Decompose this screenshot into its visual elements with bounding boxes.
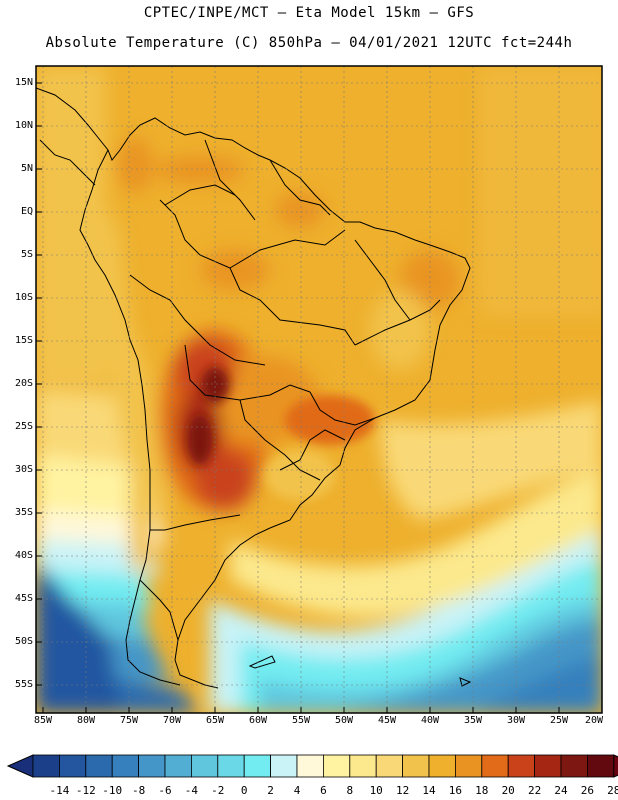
colorbar-tick-label: 18 <box>475 784 489 797</box>
lon-label: 35W <box>463 715 483 726</box>
colorbar-swatch <box>587 754 615 778</box>
lat-label: 35S <box>14 507 33 518</box>
colorbar-tick-label: -12 <box>75 784 96 797</box>
colorbar-swatch <box>322 754 351 778</box>
colorbar-tick-label: 6 <box>320 784 327 797</box>
colorbar-swatch <box>560 754 588 778</box>
colorbar-tick-label: 14 <box>422 784 436 797</box>
colorbar-tick-label: 20 <box>501 784 515 797</box>
colorbar-tick-label: -6 <box>158 784 172 797</box>
lon-label: 25W <box>549 715 569 726</box>
colorbar-tick-label: 24 <box>554 784 568 797</box>
map-frame <box>35 65 603 714</box>
colorbar-swatch <box>296 754 324 778</box>
colorbar-swatch <box>402 754 430 778</box>
colorbar-swatch <box>111 754 139 778</box>
temperature-field <box>36 66 602 713</box>
lat-label: 45S <box>14 593 33 604</box>
colorbar-tick-label: -4 <box>184 784 199 797</box>
colorbar-swatch <box>534 754 562 778</box>
colorbar-tick-label: 0 <box>240 784 248 797</box>
colorbar-tick-label: 2 <box>267 784 274 797</box>
lat-label: 25S <box>14 421 33 432</box>
colorbar-swatch <box>481 754 509 778</box>
lon-label: 85W <box>33 715 53 726</box>
map-subtitle: Absolute Temperature (C) 850hPa – 04/01/… <box>45 35 573 51</box>
lon-label: 55W <box>291 715 311 726</box>
colorbar-tick-label: 16 <box>448 784 463 797</box>
colorbar-swatch <box>138 754 166 778</box>
lon-label: 75W <box>119 715 139 726</box>
lat-label: 40S <box>14 550 33 561</box>
colorbar-swatch <box>164 754 192 778</box>
colorbar-tick-label: 22 <box>527 784 542 797</box>
colorbar-tick-label: -2 <box>211 784 225 797</box>
colorbar-swatch <box>454 754 483 778</box>
colorbar-swatch <box>190 754 219 778</box>
lat-label: 5N <box>20 163 33 174</box>
colorbar-tick-label: 12 <box>395 784 410 797</box>
lon-label: 20W <box>584 715 604 726</box>
colorbar-swatch <box>270 754 298 778</box>
lat-label: 10N <box>14 120 33 131</box>
colorbar-tick-label: -10 <box>102 784 123 797</box>
graticule <box>36 66 602 713</box>
lat-label: EQ <box>20 206 33 217</box>
colorbar-swatch <box>428 754 456 778</box>
colorbar-swatch <box>507 754 536 778</box>
colorbar-tick-label: -14 <box>49 784 70 797</box>
colorbar-tick-label: -8 <box>131 784 146 797</box>
lon-label: 65W <box>205 715 225 726</box>
colorbar-swatch <box>349 754 377 778</box>
lon-label: 70W <box>162 715 182 726</box>
lat-label: 15S <box>14 335 33 346</box>
colorbar-tick-label: 4 <box>293 784 301 797</box>
lon-label: 60W <box>248 715 268 726</box>
colorbar <box>6 754 618 778</box>
lon-label: 45W <box>377 715 397 726</box>
lat-label: 15N <box>14 77 33 88</box>
lat-label: 50S <box>14 636 33 647</box>
axis-ticks <box>36 82 560 713</box>
lat-label: 55S <box>14 679 33 690</box>
map-title: CPTEC/INPE/MCT – Eta Model 15km – GFS <box>143 5 475 21</box>
coastlines <box>36 87 472 689</box>
colorbar-swatch <box>217 754 245 778</box>
colorbar-overflow <box>613 754 618 778</box>
colorbar-tick-label: 10 <box>369 784 383 797</box>
colorbar-tick-label: 26 <box>580 784 595 797</box>
lon-label: 40W <box>420 715 440 726</box>
colorbar-swatch <box>32 754 60 778</box>
lat-label: 20S <box>14 378 33 389</box>
colorbar-tick-label: 8 <box>346 784 354 797</box>
colorbar-tick-label: 28 <box>607 784 618 797</box>
lon-label: 80W <box>76 715 96 726</box>
lat-label: 10S <box>14 292 33 303</box>
colorbar-swatch <box>375 754 404 778</box>
colorbar-underflow <box>6 754 34 778</box>
lat-label: 30S <box>14 464 33 475</box>
lon-label: 50W <box>334 715 354 726</box>
lat-label: 5S <box>20 249 33 260</box>
lon-label: 30W <box>506 715 526 726</box>
colorbar-swatch <box>59 754 87 778</box>
colorbar-swatch <box>85 754 113 778</box>
colorbar-swatch <box>243 754 271 778</box>
